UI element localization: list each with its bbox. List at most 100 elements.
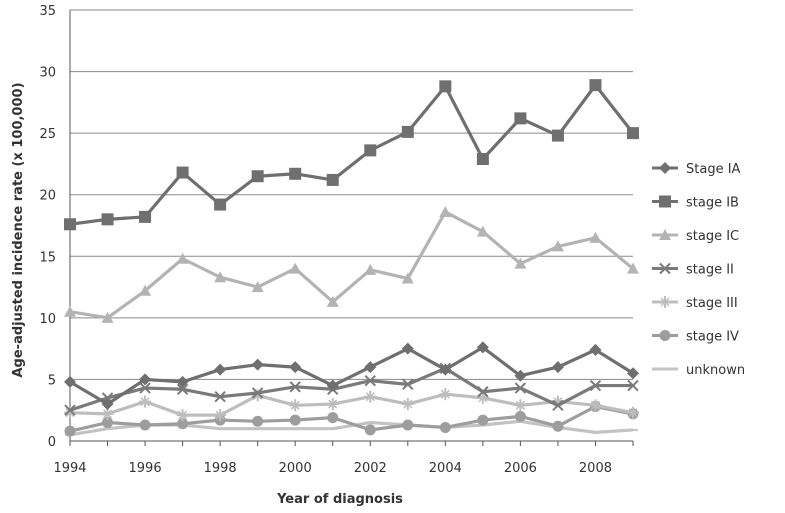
y-axis-title: Age-adjusted incidence rate (x 100,000) [11, 82, 26, 377]
legend-item: stage III [652, 296, 738, 311]
x-tick-label: 1998 [204, 461, 237, 476]
data-point [364, 390, 377, 403]
data-point [476, 153, 489, 166]
legend-label: stage III [686, 296, 738, 311]
data-point [101, 398, 114, 411]
data-point [476, 341, 489, 354]
axes [69, 10, 634, 446]
data-point [326, 398, 339, 411]
data-point [214, 390, 226, 403]
data-point [364, 144, 377, 157]
data-point [627, 379, 639, 392]
data-point [514, 369, 527, 382]
data-point [589, 79, 602, 92]
data-point [214, 198, 227, 211]
y-tick-labels: 0 5 10 15 20 25 30 35 [39, 4, 56, 450]
data-point [364, 263, 377, 275]
data-point [214, 271, 227, 283]
data-point [251, 387, 264, 399]
series-stage-ib [64, 79, 639, 231]
data-point [364, 374, 376, 387]
data-point [364, 424, 376, 436]
data-point [64, 425, 76, 437]
data-point [289, 167, 302, 180]
data-point [401, 125, 414, 138]
data-point [402, 378, 414, 391]
data-point [176, 383, 189, 395]
data-point [476, 225, 489, 237]
data-point [552, 420, 564, 432]
data-point [401, 398, 414, 411]
y-tick-label: 15 [39, 250, 56, 265]
data-point [139, 373, 152, 386]
series-stage-iv [64, 401, 639, 437]
series-line [69, 345, 634, 406]
gridlines [70, 9, 633, 380]
legend-item: unknown [652, 363, 745, 378]
data-point [401, 342, 414, 355]
series-stage-ic [64, 205, 639, 323]
legend-marker [659, 262, 671, 275]
data-point [176, 252, 189, 264]
data-point [177, 418, 189, 430]
x-tick-label: 1996 [129, 461, 162, 476]
data-point [289, 414, 301, 426]
data-point [589, 379, 602, 392]
x-tick-label: 2008 [579, 461, 612, 476]
data-point [552, 399, 564, 411]
data-point [589, 343, 602, 356]
y-tick-label: 35 [39, 4, 56, 19]
data-point [139, 382, 151, 394]
legend-marker [659, 330, 671, 341]
data-point [64, 305, 76, 317]
data-point [139, 284, 152, 296]
data-point [439, 205, 452, 217]
y-tick-label: 10 [39, 312, 56, 327]
data-point [176, 409, 189, 422]
data-point [176, 166, 189, 179]
data-point [514, 399, 527, 412]
data-point [214, 363, 227, 376]
y-tick-label: 25 [39, 127, 56, 142]
data-point [252, 415, 264, 427]
legend-item: Stage IA [652, 162, 741, 177]
data-point [402, 419, 414, 431]
data-point [514, 410, 526, 422]
series-stage-iii [64, 388, 639, 422]
x-tick-label: 2002 [354, 461, 387, 476]
legend-label: stage IV [686, 330, 739, 345]
data-point [439, 80, 452, 93]
data-point [289, 381, 301, 393]
series-line [69, 404, 634, 433]
data-point [476, 391, 489, 404]
legend: Stage IA stage IB stage IC stage II stage II… [652, 162, 745, 378]
y-tick-label: 0 [48, 435, 56, 450]
data-point [326, 295, 339, 307]
data-point [139, 419, 151, 431]
legend-item: stage IV [652, 330, 739, 345]
data-point [589, 399, 602, 412]
data-point [514, 112, 527, 125]
data-point [289, 262, 302, 274]
data-point [139, 210, 152, 223]
data-point [251, 170, 264, 183]
legend-label: stage IC [686, 229, 739, 244]
data-point [477, 386, 489, 398]
series-group [64, 79, 639, 437]
series-line [69, 392, 634, 417]
legend-item: stage IC [652, 229, 739, 244]
data-point [551, 240, 564, 252]
data-point [251, 358, 264, 371]
data-point [627, 127, 639, 140]
data-point [439, 388, 452, 401]
series-line [69, 83, 635, 226]
data-point [101, 407, 114, 420]
data-point [101, 213, 114, 226]
data-point [551, 361, 564, 374]
y-tick-label: 5 [48, 373, 56, 388]
data-point [627, 262, 639, 274]
data-point [589, 231, 602, 243]
legend-marker [659, 296, 671, 308]
data-point [514, 382, 527, 394]
